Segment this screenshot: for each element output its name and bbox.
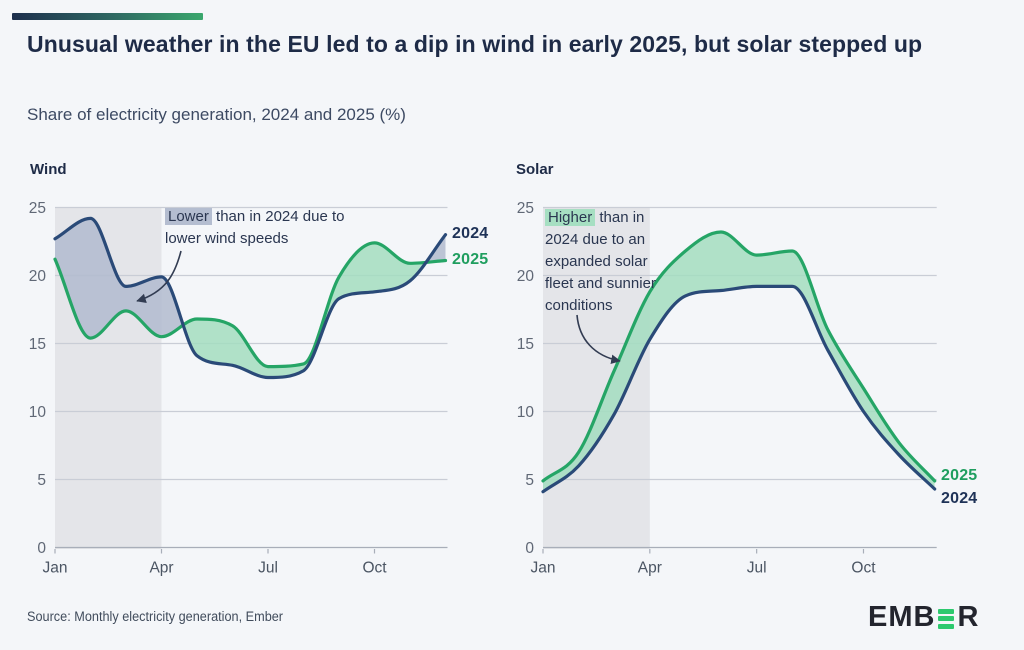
x-tick-label: Jan (531, 560, 556, 577)
y-tick-label: 20 (517, 268, 535, 285)
solar-annotation-text: than in 2024 due to an expanded solar fl… (545, 209, 656, 314)
x-tick-label: Jul (747, 560, 767, 577)
accent-bar (12, 13, 203, 20)
wind-2024-line (53, 216, 448, 380)
y-tick-label: 0 (37, 540, 46, 557)
ember-logo-e-icon (938, 608, 955, 629)
wind-series-label-2025: 2025 (452, 251, 489, 268)
y-tick-label: 5 (37, 472, 46, 489)
y-tick-label: 20 (29, 268, 47, 285)
x-tick-label: Apr (149, 560, 173, 577)
wind-annotation-text: than in 2024 due to lower wind speeds (165, 208, 345, 247)
y-tick-label: 5 (525, 472, 534, 489)
y-tick-label: 25 (29, 200, 46, 217)
wind-series-label-2024: 2024 (452, 225, 489, 242)
source-text: Source: Monthly electricity generation, … (27, 609, 284, 624)
y-tick-label: 25 (517, 200, 534, 217)
wind-annotation-highlight: Lower (165, 208, 212, 225)
ember-logo: EMB R (868, 601, 979, 634)
ember-logo-text-start: EMB (868, 601, 936, 633)
solar-annotation: Higher than in 2024 due to an expanded s… (545, 207, 663, 317)
x-tick-label: Oct (851, 560, 876, 577)
page-subtitle: Share of electricity generation, 2024 an… (27, 105, 406, 124)
solar-2024-line (541, 284, 937, 494)
solar-series-label-2024: 2024 (941, 490, 978, 507)
x-tick-label: Oct (362, 560, 387, 577)
solar-2025-line (541, 230, 937, 483)
y-tick-label: 0 (525, 540, 534, 557)
ember-logo-text-end: R (957, 601, 980, 633)
x-tick-label: Apr (638, 560, 662, 577)
solar-chart-heading: Solar (516, 161, 554, 178)
wind-annotation: Lower than in 2024 due to lower wind spe… (165, 206, 361, 250)
solar-annotation-highlight: Higher (545, 209, 596, 226)
y-tick-label: 15 (29, 336, 46, 353)
y-tick-label: 15 (517, 336, 534, 353)
wind-annotation-arrow (136, 250, 182, 303)
solar-annotation-arrow (576, 314, 621, 365)
page-title: Unusual weather in the EU led to a dip i… (27, 31, 923, 57)
wind-2025-line (53, 241, 448, 369)
x-tick-label: Jul (258, 560, 278, 577)
solar-series-label-2025: 2025 (941, 467, 978, 484)
y-tick-label: 10 (517, 404, 535, 421)
wind-chart-heading: Wind (30, 161, 67, 178)
y-tick-label: 10 (29, 404, 47, 421)
x-tick-label: Jan (43, 560, 68, 577)
